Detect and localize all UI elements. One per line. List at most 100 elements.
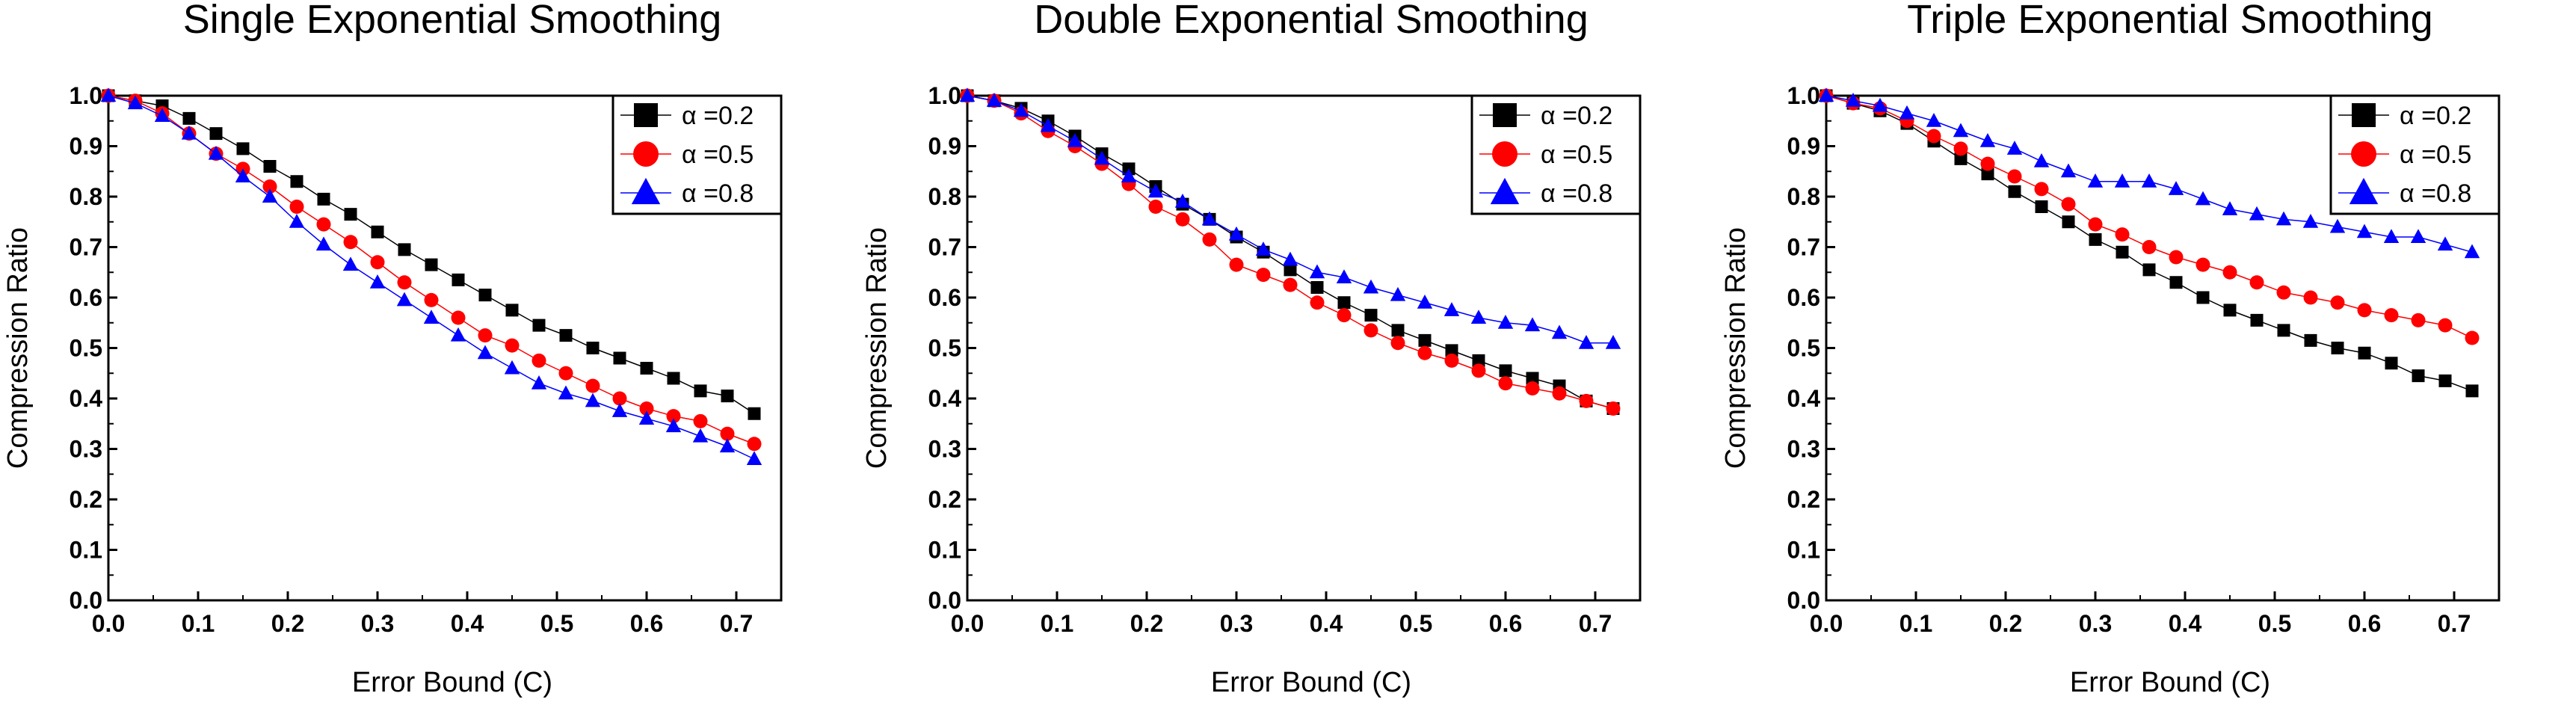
data-point-series-1: [613, 351, 626, 365]
legend-label: α =0.8: [2400, 179, 2471, 208]
data-point-series-3: [1228, 226, 1245, 241]
x-tick-label: 0.2: [1130, 610, 1163, 637]
legend-marker-square: [634, 103, 658, 127]
data-point-series-2: [2115, 227, 2130, 242]
data-point-series-3: [1845, 93, 1861, 107]
data-point-series-2: [1606, 401, 1621, 416]
x-tick-label: 0.7: [2438, 610, 2471, 637]
data-point-series-1: [452, 273, 465, 286]
data-point-series-2: [2276, 285, 2291, 300]
data-point-series-3: [692, 428, 709, 443]
data-point-series-3: [1470, 310, 1487, 324]
data-point-series-3: [2383, 229, 2400, 244]
legend-label: α =0.2: [2400, 102, 2471, 130]
data-point-series-2: [1175, 212, 1190, 227]
data-point-series-2: [1579, 393, 1594, 408]
data-point-series-2: [531, 353, 546, 368]
data-point-series-1: [371, 225, 384, 238]
data-point-series-3: [558, 385, 574, 400]
y-tick-label: 0.1: [928, 537, 961, 564]
y-tick-label: 0.5: [1787, 335, 1820, 362]
legend-marker-square: [2352, 103, 2376, 127]
data-point-series-2: [2007, 169, 2022, 184]
data-point-series-3: [2356, 224, 2373, 238]
data-point-series-3: [181, 125, 197, 140]
chart-panel-single: Single Exponential Smoothing 0.0 0.1 0.2 0.3…: [0, 0, 859, 705]
y-tick-label: 0.4: [928, 385, 962, 412]
data-point-series-3: [1363, 279, 1379, 294]
data-point-series-1: [182, 111, 196, 125]
data-point-series-2: [747, 437, 762, 452]
data-point-series-2: [1552, 386, 1567, 401]
x-tick-label: 0.3: [1220, 610, 1253, 637]
legend-label: α =0.8: [1541, 179, 1612, 208]
legend-marker-triangle: [1490, 177, 1520, 205]
data-point-series-1: [398, 243, 411, 256]
data-point-series-3: [2464, 244, 2480, 259]
data-point-series-3: [2329, 218, 2346, 233]
legend-marker-triangle: [631, 177, 661, 205]
data-point-series-2: [1337, 308, 1352, 323]
data-point-series-2: [505, 338, 520, 353]
data-point-series-2: [1256, 268, 1271, 283]
data-point-series-2: [1229, 257, 1244, 272]
data-point-series-1: [1981, 167, 1994, 181]
data-point-series-1: [478, 289, 492, 302]
data-point-series-3: [2222, 201, 2238, 215]
y-axis-label: Compression Ratio: [2, 227, 34, 469]
data-point-series-3: [450, 327, 466, 342]
y-tick-label: 0.1: [1787, 537, 1820, 564]
data-point-series-2: [639, 401, 654, 416]
data-point-series-1: [1954, 152, 1968, 165]
data-point-series-2: [262, 179, 277, 194]
legend-label: α =0.8: [682, 179, 754, 208]
data-point-series-3: [1282, 251, 1298, 266]
data-point-series-3: [1201, 211, 1218, 226]
data-point-series-2: [289, 200, 304, 214]
x-tick-label: 0.0: [92, 610, 125, 637]
data-point-series-3: [1255, 241, 1272, 256]
data-point-series-1: [2438, 374, 2452, 387]
data-point-series-2: [316, 217, 331, 232]
data-point-series-1: [2008, 185, 2021, 198]
y-tick-label: 0.2: [1787, 486, 1820, 513]
data-point-series-1: [1364, 309, 1378, 322]
data-point-series-2: [1926, 129, 1941, 144]
data-point-series-2: [2411, 313, 2426, 327]
data-point-series-1: [1499, 364, 1512, 378]
y-tick-label: 0.9: [1787, 133, 1820, 160]
chart-svg-triple: Triple Exponential Smoothing 0.0 0.1 0.2 0.3…: [1720, 0, 2500, 698]
data-point-series-3: [1443, 302, 1460, 316]
x-tick-label: 0.6: [2348, 610, 2381, 637]
x-tick-label: 0.4: [451, 610, 484, 637]
data-point-series-3: [2033, 153, 2050, 167]
data-point-series-2: [1953, 141, 1968, 156]
legend-label: α =0.5: [1541, 141, 1612, 169]
y-tick-label: 0.4: [1787, 385, 1821, 412]
data-point-series-1: [2035, 200, 2048, 213]
y-tick-label: 0.3: [928, 436, 961, 463]
y-axis-label: Compression Ratio: [1720, 227, 1751, 469]
data-point-series-2: [343, 235, 358, 250]
chart-title: Single Exponential Smoothing: [183, 0, 721, 42]
y-tick-label: 0.8: [1787, 183, 1820, 210]
data-point-series-3: [1953, 123, 1969, 138]
chart-title: Double Exponential Smoothing: [1034, 0, 1589, 42]
y-tick-label: 0.1: [70, 537, 102, 564]
y-tick-label: 1.0: [1787, 82, 1820, 109]
data-point-series-2: [424, 292, 439, 307]
data-point-series-3: [1336, 269, 1352, 284]
data-point-series-3: [154, 108, 170, 123]
data-point-series-2: [397, 275, 412, 290]
x-tick-label: 0.5: [540, 610, 573, 637]
data-point-series-2: [2465, 330, 2480, 345]
x-tick-label: 0.0: [1810, 610, 1843, 637]
data-point-series-3: [1578, 335, 1594, 349]
y-tick-label: 0.8: [70, 183, 102, 210]
y-tick-label: 0.3: [1787, 436, 1820, 463]
data-point-series-1: [667, 372, 680, 385]
data-point-series-1: [2385, 357, 2398, 370]
x-tick-label: 0.2: [271, 610, 304, 637]
data-point-series-2: [2061, 197, 2076, 212]
data-point-series-1: [344, 208, 357, 221]
